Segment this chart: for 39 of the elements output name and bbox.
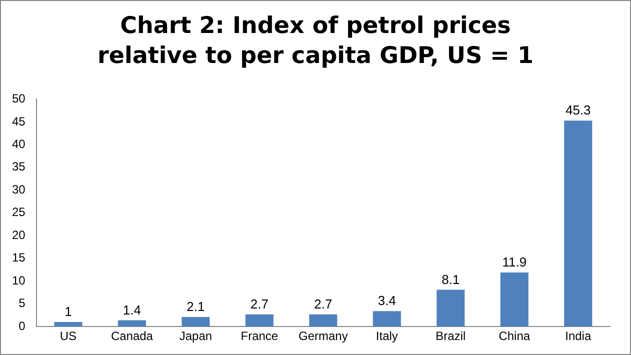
y-tick-label: 50 bbox=[12, 92, 26, 106]
y-tick-label: 35 bbox=[12, 160, 26, 174]
x-tick-label: China bbox=[498, 329, 530, 344]
data-label: 11.9 bbox=[502, 254, 527, 270]
x-tick-label: US bbox=[60, 329, 77, 344]
bar bbox=[118, 320, 146, 327]
x-tick-label: India bbox=[565, 329, 592, 344]
bar bbox=[372, 311, 401, 327]
bar bbox=[309, 314, 338, 327]
x-tick-label: Canada bbox=[110, 329, 154, 344]
y-tick-label: 15 bbox=[12, 250, 26, 265]
data-label: 3.4 bbox=[378, 293, 396, 308]
chart-title: Chart 2: Index of petrol prices relative to per capita GDP, US = 1 bbox=[96, 12, 534, 71]
bar bbox=[245, 314, 274, 327]
x-tick-label: Italy bbox=[376, 329, 398, 344]
data-label: 2.7 bbox=[314, 296, 332, 312]
data-label: 2.7 bbox=[250, 296, 268, 312]
y-tick-label: 30 bbox=[12, 182, 26, 196]
y-tick-label: 5 bbox=[18, 296, 26, 310]
y-tick-label: 40 bbox=[12, 136, 26, 151]
bar bbox=[564, 120, 592, 327]
data-label: 1.4 bbox=[122, 302, 141, 318]
x-tick-label: Germany bbox=[298, 329, 348, 344]
y-tick-label: 45 bbox=[12, 114, 26, 128]
bar bbox=[54, 322, 82, 327]
data-label: 8.1 bbox=[442, 272, 460, 287]
data-label: 2.1 bbox=[186, 299, 205, 314]
data-label: 45.3 bbox=[565, 102, 591, 118]
x-tick-label: Japan bbox=[179, 329, 212, 344]
y-tick-label: 20 bbox=[12, 228, 26, 242]
bar bbox=[182, 317, 210, 327]
bar bbox=[436, 290, 465, 327]
y-tick-label: 10 bbox=[12, 273, 26, 288]
y-tick-label: 0 bbox=[18, 318, 26, 333]
y-tick-label: 25 bbox=[12, 205, 26, 220]
x-tick-label: France bbox=[240, 329, 278, 344]
data-label: 1 bbox=[64, 304, 72, 320]
x-tick-label: Brazil bbox=[436, 329, 466, 344]
bar bbox=[500, 272, 528, 327]
